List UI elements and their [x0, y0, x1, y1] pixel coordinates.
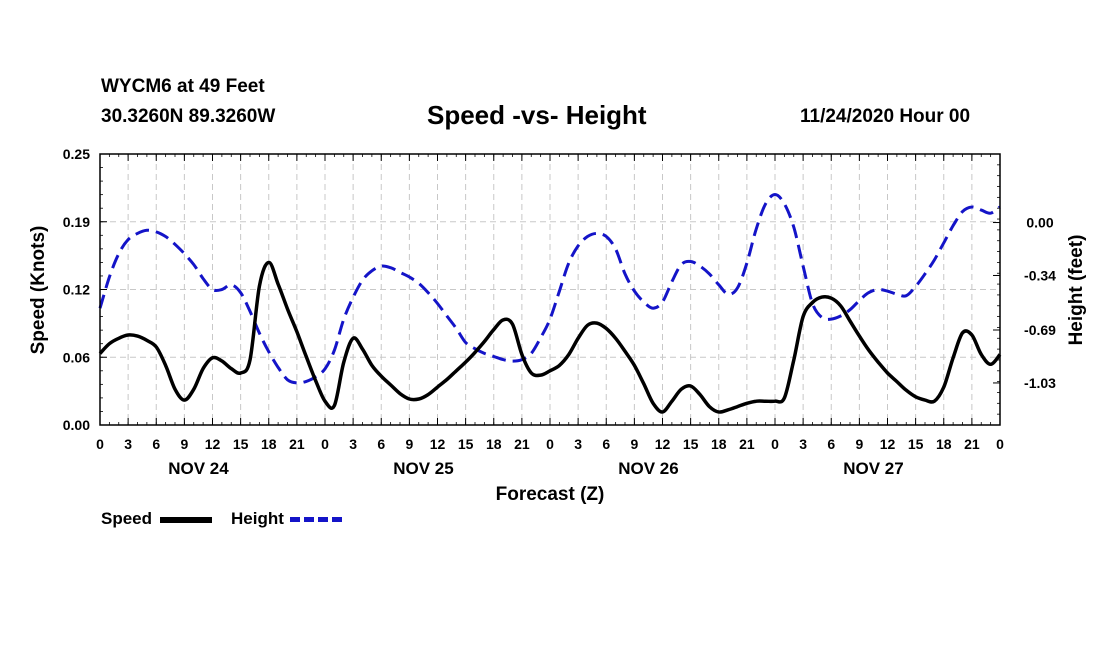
- forecast-date-label: 11/24/2020 Hour 00: [800, 106, 971, 127]
- x-tick-label: 12: [205, 436, 221, 452]
- x-tick-label: 15: [683, 436, 699, 452]
- legend-speed-label: Speed: [101, 509, 153, 528]
- x-tick-label: 12: [880, 436, 896, 452]
- x-tick-label: 18: [486, 436, 502, 452]
- x-tick-label: 6: [827, 436, 835, 452]
- x-tick-label: 21: [964, 436, 980, 452]
- axis-labels: 0 3 6 9 12 15 18 21 0 3 6 9 12 15 18 21 0 3 6 9 12 15 18 21 0 3 6 9…: [63, 146, 1056, 478]
- legend-height-label: Height: [231, 509, 284, 528]
- day-label: NOV 25: [393, 459, 453, 478]
- x-tick-label: 0: [996, 436, 1004, 452]
- x-tick-label: 6: [377, 436, 385, 452]
- x-tick-label: 15: [908, 436, 924, 452]
- grid-lines: [100, 154, 1000, 425]
- y-tick-label: 0.25: [63, 146, 90, 162]
- x-tick-label: 0: [96, 436, 104, 452]
- x-axis-title: Forecast (Z): [496, 484, 605, 505]
- x-tick-label: 9: [405, 436, 413, 452]
- x-tick-label: 9: [855, 436, 863, 452]
- y2-tick-label: -0.34: [1024, 267, 1056, 283]
- x-tick-label: 21: [739, 436, 755, 452]
- series-height-line: [98, 193, 1001, 385]
- x-tick-label: 18: [936, 436, 952, 452]
- series-layer: [98, 193, 1002, 414]
- y-tick-label: 0.12: [63, 282, 90, 298]
- x-tick-label: 0: [546, 436, 554, 452]
- x-tick-label: 9: [180, 436, 188, 452]
- x-tick-label: 0: [771, 436, 779, 452]
- x-tick-label: 21: [514, 436, 530, 452]
- x-tick-label: 3: [799, 436, 807, 452]
- x-tick-label: 12: [430, 436, 446, 452]
- x-tick-label: 15: [458, 436, 474, 452]
- y-tick-label: 0.06: [63, 349, 90, 365]
- y-axis-title: Speed (Knots): [28, 226, 49, 355]
- x-tick-label: 6: [152, 436, 160, 452]
- chart-title: Speed -vs- Height: [427, 100, 647, 130]
- x-tick-label: 18: [711, 436, 727, 452]
- y2-axis-title: Height (feet): [1066, 235, 1087, 346]
- x-tick-label: 0: [321, 436, 329, 452]
- y-tick-label: 0.00: [63, 417, 90, 433]
- plot-frame: [99, 153, 1001, 426]
- x-tick-label: 9: [630, 436, 638, 452]
- x-tick-label: 15: [233, 436, 249, 452]
- x-tick-label: 3: [349, 436, 357, 452]
- series-speed-line: [98, 260, 1002, 414]
- coordinates-label: 30.3260N 89.3260W: [101, 106, 276, 127]
- x-tick-label: 3: [124, 436, 132, 452]
- x-tick-label: 12: [655, 436, 671, 452]
- y2-tick-label: 0.00: [1026, 215, 1053, 231]
- x-tick-label: 18: [261, 436, 277, 452]
- y2-tick-label: -0.69: [1024, 322, 1056, 338]
- y2-tick-label: -1.03: [1024, 375, 1056, 391]
- legend-height-swatch: [290, 517, 342, 522]
- day-label: NOV 27: [843, 459, 903, 478]
- day-label: NOV 24: [168, 459, 229, 478]
- day-label: NOV 26: [618, 459, 678, 478]
- x-tick-label: 6: [602, 436, 610, 452]
- y-tick-label: 0.19: [63, 214, 90, 230]
- station-label: WYCM6 at 49 Feet: [101, 76, 265, 97]
- x-tick-label: 21: [289, 436, 305, 452]
- legend-speed-swatch: [160, 517, 212, 523]
- x-tick-label: 3: [574, 436, 582, 452]
